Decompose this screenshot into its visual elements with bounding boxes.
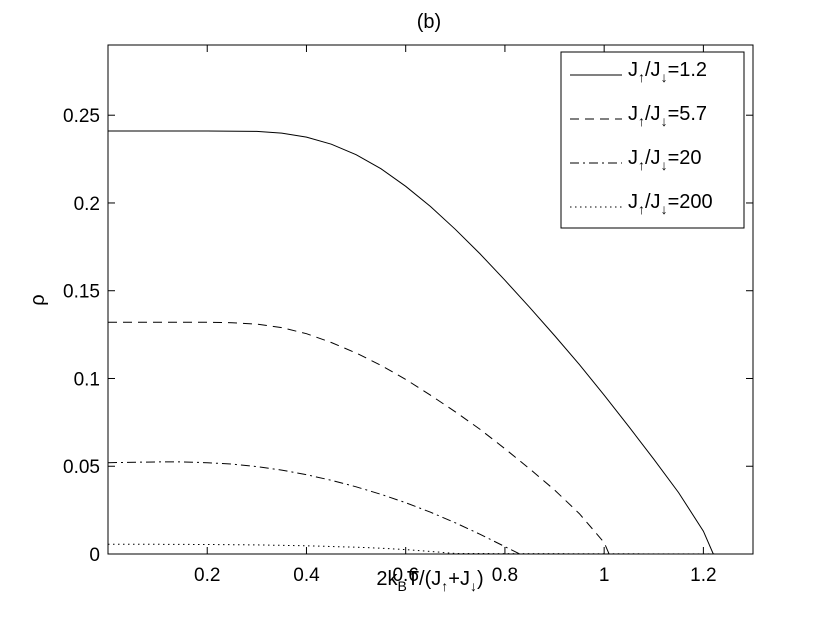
series-line-2 <box>107 461 753 555</box>
x-axis-label: 2kBT/(J↑+J↓) <box>376 568 483 594</box>
x-axis-ticks: 0.2 0.4 0.6 0.8 1 1.2 <box>194 45 717 586</box>
y-tick-label: 0.25 <box>63 106 100 127</box>
x-tick-label: 0.4 <box>293 565 320 586</box>
legend-box <box>560 51 745 229</box>
series-line-1 <box>108 321 753 555</box>
y-tick-label: 0 <box>89 545 100 566</box>
x-tick-label: 1 <box>599 565 610 586</box>
series-lines <box>107 130 754 555</box>
y-tick-label: 0.15 <box>63 282 100 303</box>
x-tick-label: 1.2 <box>690 565 716 586</box>
y-tick-label: 0.05 <box>63 457 100 478</box>
x-tick-label: 0.2 <box>194 565 220 586</box>
legend-label-1: J↑/J↓=5.7 <box>628 103 707 129</box>
legend-label-0: J↑/J↓=1.2 <box>628 59 707 85</box>
y-axis-ticks: 0 0.05 0.1 0.15 0.2 0.25 <box>63 106 753 566</box>
series-line-0 <box>108 130 714 555</box>
legend: J↑/J↓=1.2 J↑/J↓=5.7 J↑/J↓=20 J↑/J↓=200 <box>560 51 745 229</box>
x-tick-label: 0.8 <box>492 565 518 586</box>
legend-label-3: J↑/J↓=200 <box>628 191 713 217</box>
y-axis-label: ρ <box>27 294 49 305</box>
x-tick-label: 0.6 <box>392 565 418 586</box>
legend-label-2: J↑/J↓=20 <box>628 147 702 173</box>
y-tick-label: 0.2 <box>74 194 100 215</box>
series-line-3 <box>108 543 754 555</box>
chart-title: (b) <box>417 11 441 33</box>
y-tick-label: 0.1 <box>74 369 100 390</box>
